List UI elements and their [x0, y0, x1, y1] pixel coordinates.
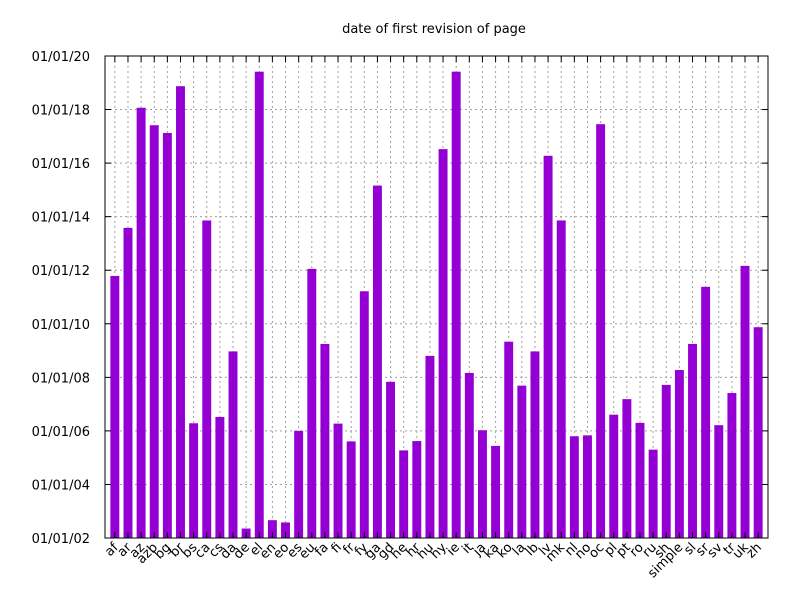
bar-mk	[556, 220, 566, 538]
bar-pt	[622, 399, 632, 538]
bars	[110, 71, 763, 539]
bar-lv	[543, 155, 553, 538]
chart-title: date of first revision of page	[342, 22, 526, 37]
bar-tr	[727, 393, 737, 538]
bar-oc	[596, 124, 606, 538]
bar-nl	[569, 436, 579, 538]
bar-fr	[346, 441, 356, 538]
bar-no	[583, 435, 592, 538]
y-tick-label: 01/01/10	[32, 318, 90, 333]
bar-ro	[635, 422, 645, 538]
bar-en	[267, 520, 277, 538]
bar-la	[517, 385, 527, 538]
bar-bg	[162, 132, 172, 538]
bar-ko	[504, 341, 514, 538]
y-axis: 01/01/02 01/01/04 01/01/06 01/01/08 01/01/10…	[32, 50, 768, 547]
bar-uk	[740, 265, 750, 538]
bar-pl	[609, 414, 619, 538]
bar-ja	[477, 430, 487, 538]
bar-ca	[202, 220, 212, 538]
bar-lb	[530, 351, 540, 538]
bar-fa	[320, 343, 330, 538]
y-tick-label: 01/01/12	[32, 264, 90, 279]
bar-zh	[753, 327, 763, 538]
bar-es	[294, 430, 304, 538]
y-tick-label: 01/01/08	[32, 371, 90, 386]
bar-ru	[648, 449, 658, 538]
y-tick-label: 01/01/20	[32, 50, 90, 65]
y-tick-label: 01/01/18	[32, 104, 90, 119]
y-tick-label: 01/01/04	[32, 478, 90, 493]
bar-af	[110, 275, 120, 538]
bar-hu	[425, 355, 435, 538]
bar-eu	[307, 268, 317, 538]
bar-gd	[386, 381, 396, 538]
bar-fi	[333, 423, 343, 538]
bar-eo	[281, 522, 290, 538]
bar-hy	[438, 149, 448, 538]
bar-it	[464, 372, 474, 538]
y-tick-label: 01/01/16	[32, 157, 90, 172]
plot-frame	[104, 55, 769, 539]
bar-he	[399, 450, 409, 538]
bar-sv	[714, 425, 724, 538]
bar-sh	[661, 384, 671, 538]
bar-simple	[674, 370, 684, 538]
bar-az	[136, 107, 146, 539]
bar-sl	[688, 343, 697, 538]
bar-ar	[123, 227, 133, 539]
y-tick-label: 01/01/02	[32, 532, 90, 547]
bar-ka	[491, 445, 501, 538]
bar-bs	[189, 423, 199, 538]
x-tick-label: zh	[744, 540, 765, 561]
bar-el	[254, 71, 264, 538]
bar-fy	[359, 291, 369, 538]
bar-br	[176, 86, 185, 538]
x-tick-label: fa	[312, 540, 331, 559]
bar-hr	[412, 441, 422, 538]
bar-sr	[701, 286, 711, 538]
bar-azb	[149, 125, 159, 539]
y-tick-label: 01/01/14	[32, 211, 90, 226]
y-tick-label: 01/01/06	[32, 425, 90, 440]
bar-cs	[215, 416, 225, 538]
bar-ga	[372, 185, 382, 538]
bar-da	[228, 351, 238, 538]
bar-ie	[451, 71, 461, 538]
x-tick-label: ie	[444, 540, 463, 559]
